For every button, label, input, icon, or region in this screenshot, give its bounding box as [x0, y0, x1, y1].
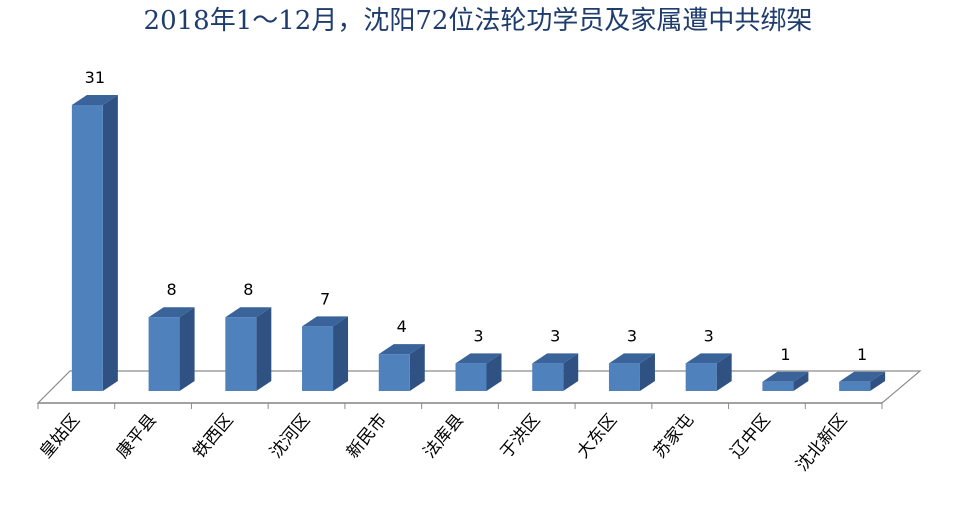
bar-side	[409, 344, 425, 391]
bar	[302, 326, 334, 391]
x-tick-label: 大东区	[573, 410, 621, 462]
bar	[71, 105, 103, 391]
x-tick-label: 沈河区	[266, 410, 314, 462]
bar-side	[563, 353, 579, 391]
value-label: 8	[243, 280, 253, 299]
x-tick-label: 法库县	[420, 410, 468, 462]
bar	[148, 317, 180, 391]
bar-side	[102, 95, 118, 391]
bar-top	[455, 353, 502, 364]
value-label: 1	[780, 345, 790, 364]
value-label: 7	[320, 289, 330, 308]
bar-side	[333, 316, 349, 391]
x-tick-label: 康平县	[113, 410, 161, 462]
bar-top	[608, 353, 655, 364]
bar-top	[532, 353, 579, 364]
bar-side	[870, 371, 886, 391]
bar-top	[762, 371, 809, 382]
value-label: 8	[166, 280, 176, 299]
bar-side	[486, 353, 502, 391]
value-label: 3	[473, 326, 483, 345]
bar-top	[148, 307, 195, 318]
chart-title: 2018年1～12月，沈阳72位法轮功学员及家属遭中共绑架	[144, 6, 813, 36]
bar	[762, 381, 794, 391]
bar-side	[179, 307, 195, 391]
bar-top	[839, 371, 886, 382]
value-label: 3	[627, 326, 637, 345]
value-label: 31	[85, 68, 105, 87]
bar	[839, 381, 871, 391]
bar	[685, 363, 717, 391]
x-tick-label: 于洪区	[496, 410, 544, 462]
x-tick-label: 新民市	[343, 410, 391, 462]
value-label: 3	[550, 326, 560, 345]
bar-top	[225, 307, 272, 318]
x-tick-label: 辽中区	[727, 410, 775, 462]
bar	[455, 363, 487, 391]
bar-side	[716, 353, 732, 391]
bar	[608, 363, 640, 391]
bar	[378, 354, 410, 391]
x-tick-label: 沈北新区	[792, 410, 851, 475]
value-label: 3	[704, 326, 714, 345]
bar-top	[378, 344, 425, 355]
value-label: 4	[397, 317, 407, 336]
value-label: 1	[857, 345, 867, 364]
x-tick-label: 皇姑区	[36, 410, 84, 462]
bar-side	[793, 371, 809, 391]
bar-side	[256, 307, 272, 391]
bar	[532, 363, 564, 391]
x-tick-label: 铁西区	[190, 410, 238, 462]
bar	[225, 317, 257, 391]
bar-side	[639, 353, 655, 391]
bar-top	[302, 316, 349, 327]
x-tick-label: 苏家屯	[650, 410, 698, 462]
bar-top	[685, 353, 732, 364]
bar-top	[71, 95, 118, 105]
